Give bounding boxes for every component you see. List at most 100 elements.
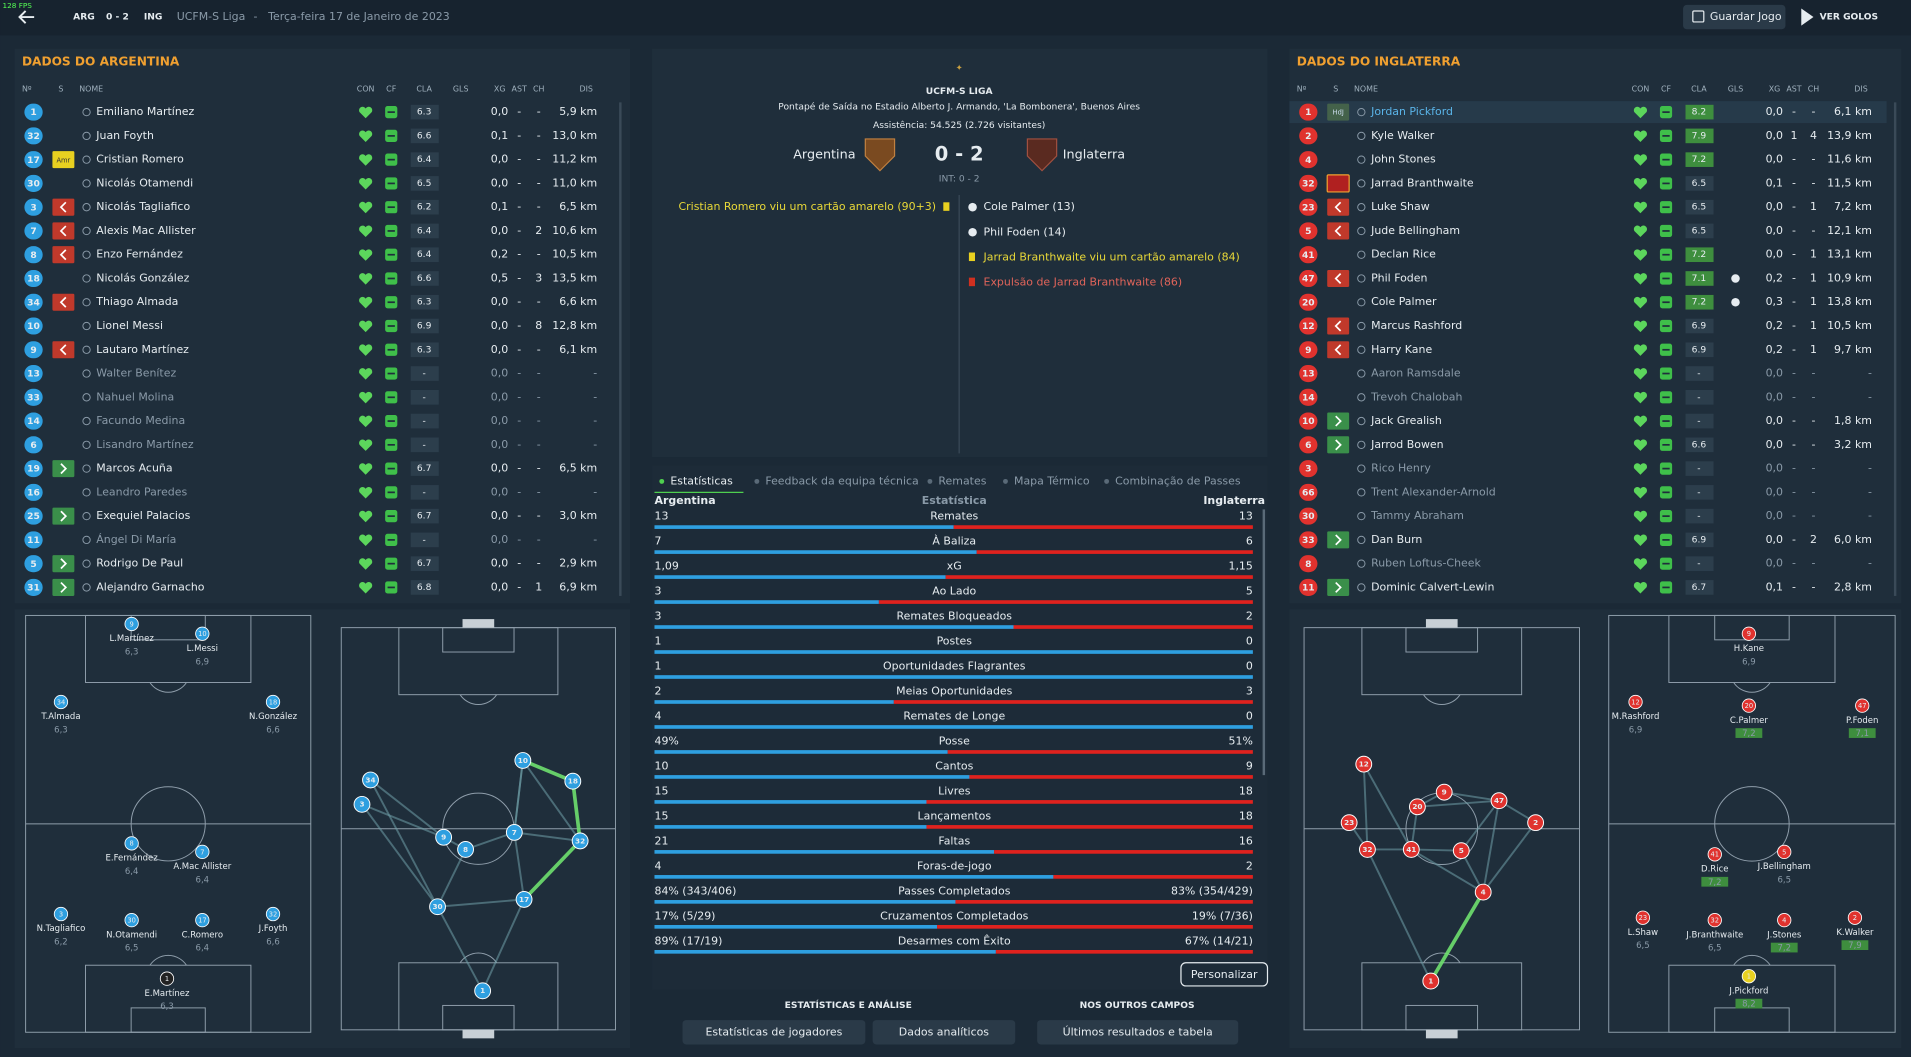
player-dot <box>1855 698 1870 713</box>
player-number: 8 <box>1305 560 1311 570</box>
player-name: N.Otamendi <box>106 930 157 940</box>
tab[interactable]: Estatísticas <box>670 474 733 487</box>
pass-link <box>465 831 515 851</box>
stat-label: xG <box>947 560 962 573</box>
rating-box <box>1685 485 1714 500</box>
condition-heart <box>359 130 373 142</box>
network-node <box>505 823 523 841</box>
distance: - <box>1868 367 1872 380</box>
assists: - <box>517 295 521 308</box>
stat-away: 6 <box>1246 535 1253 548</box>
player-name: Kyle Walker <box>1371 129 1435 142</box>
centre-circle <box>1714 786 1790 862</box>
sub-icon <box>52 460 75 478</box>
assists: - <box>517 414 521 427</box>
condition-heart <box>359 249 373 261</box>
chances: - <box>1812 462 1816 475</box>
player-dot <box>1635 910 1650 925</box>
distance: 13,8 km <box>1827 295 1872 308</box>
pass-link <box>1410 848 1484 893</box>
tab[interactable]: Remates <box>938 474 986 487</box>
player-icon <box>82 274 91 283</box>
tab[interactable]: Feedback da equipa técnica <box>765 474 918 487</box>
footer-button[interactable] <box>682 1020 866 1045</box>
sub-arrow <box>59 201 67 213</box>
player-number: 30 <box>127 917 136 925</box>
rating: 6.7 <box>417 464 432 474</box>
network-number: 1 <box>480 986 485 995</box>
stat-away: 5 <box>1246 585 1253 598</box>
distance: 11,5 km <box>1827 176 1872 189</box>
player-dot <box>1741 626 1757 641</box>
number-badge <box>1299 365 1318 383</box>
rating-box <box>1685 223 1714 239</box>
sub-arrow <box>1335 534 1342 546</box>
player-icon <box>82 559 91 568</box>
assists: - <box>517 224 521 237</box>
chances: - <box>537 390 541 403</box>
rating-box <box>1685 318 1714 334</box>
badge <box>1327 103 1350 121</box>
xg: 0,0 <box>1766 509 1783 522</box>
home-bar <box>654 825 927 829</box>
number-badge <box>1299 341 1318 359</box>
chances: - <box>1812 557 1816 570</box>
player-number: 1 <box>1747 973 1751 981</box>
network-number: 32 <box>575 836 585 845</box>
stat-away: 19% (7/36) <box>1192 909 1253 922</box>
away-bar <box>976 550 1253 554</box>
player-icon <box>82 488 91 497</box>
chances: - <box>1812 580 1816 593</box>
rating: 6.3 <box>417 108 432 118</box>
column-header: NOME <box>1354 84 1378 93</box>
sub-icon <box>52 341 75 359</box>
xg: 0,2 <box>1766 271 1783 284</box>
assists: - <box>517 105 521 118</box>
back-button[interactable] <box>18 10 35 24</box>
save-label: Guardar Jogo <box>1710 10 1782 23</box>
match-score: 0 - 2 <box>935 142 984 165</box>
play-icon[interactable] <box>1801 8 1814 26</box>
footer-button[interactable] <box>872 1020 1016 1045</box>
chances: - <box>537 200 541 213</box>
fps: 128 FPS <box>2 1 32 10</box>
goals-button[interactable]: VER GOLOS <box>1820 13 1879 23</box>
tab[interactable]: Combinação de Passes <box>1115 474 1241 487</box>
footer-button[interactable] <box>1037 1020 1239 1045</box>
chances: 1 <box>1810 200 1817 213</box>
stat-away: 16 <box>1239 835 1253 848</box>
distance: 6,1 km <box>559 343 597 356</box>
player-name: L.Messi <box>187 644 218 654</box>
xg: 0,2 <box>1766 343 1783 356</box>
player-number: 18 <box>269 698 278 706</box>
away-event: Cole Palmer (13) <box>984 200 1075 213</box>
tab[interactable]: Mapa Térmico <box>1014 474 1090 487</box>
player-rating: 7,1 <box>1855 729 1869 739</box>
assists: - <box>517 129 521 142</box>
player-number: 19 <box>27 465 40 475</box>
column-header: AST <box>1786 84 1801 93</box>
away-bar <box>947 750 1253 754</box>
assists: - <box>1792 533 1796 546</box>
save-button[interactable] <box>1683 4 1786 30</box>
player-number: 10 <box>1302 417 1315 427</box>
player-name: Harry Kane <box>1371 343 1432 356</box>
sub-icon <box>1327 198 1350 216</box>
rating: - <box>1697 559 1700 569</box>
player-name: Enzo Fernández <box>96 248 183 261</box>
player-dot <box>265 906 281 922</box>
network-node <box>1359 841 1376 858</box>
customize-button[interactable] <box>1180 962 1269 987</box>
number-badge <box>24 555 43 573</box>
chances: 1 <box>535 580 542 593</box>
number-badge <box>1299 293 1318 311</box>
player-icon <box>82 107 91 117</box>
player-number: 17 <box>198 917 207 925</box>
condition-heart <box>359 439 373 451</box>
distance: - <box>1868 485 1872 498</box>
player-name: John Stones <box>1370 153 1436 166</box>
player-icon <box>1357 369 1366 378</box>
rating: 6.6 <box>1692 440 1707 450</box>
stat-away: 1,15 <box>1228 560 1252 573</box>
chances: - <box>537 462 541 475</box>
